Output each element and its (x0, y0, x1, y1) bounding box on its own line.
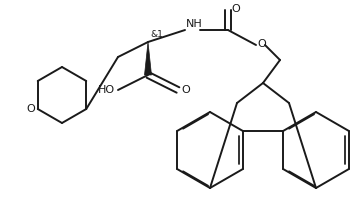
Text: O: O (257, 39, 266, 49)
Text: HO: HO (98, 85, 115, 95)
Text: O: O (231, 4, 240, 14)
Text: O: O (181, 85, 190, 95)
Text: O: O (26, 104, 35, 114)
Text: &1: &1 (150, 30, 163, 39)
Polygon shape (145, 42, 151, 75)
Text: NH: NH (186, 19, 203, 29)
